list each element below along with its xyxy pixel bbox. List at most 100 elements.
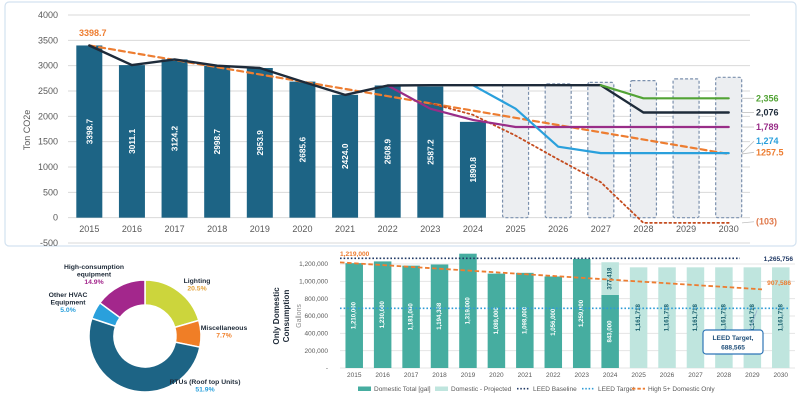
leader-line [741, 151, 755, 155]
x-tick-label: 2015 [79, 224, 99, 234]
y-tick-label: 4000 [38, 10, 58, 20]
y-tick-label: 800,000 [305, 296, 329, 303]
y-tick-label: 1500 [38, 137, 58, 147]
domestic-bar-2019 [459, 253, 477, 368]
emissions-bar-2022 [374, 85, 401, 218]
domestic-bar-2016 [373, 261, 392, 368]
x-tick-label: 2023 [574, 372, 589, 379]
domestic-bar-2024 [601, 294, 619, 368]
y-tick-label: 3500 [38, 35, 58, 45]
y-tick-label: 1,200,000 [299, 261, 328, 268]
x-tick-label: 2026 [548, 224, 568, 234]
x-tick-label: 2024 [603, 372, 618, 379]
emissions-forecast-chart[interactable]: 4000 3500 3000 2500 2000 1500 1000 500 0 -500 Ton … [0, 0, 800, 248]
emissions-line-scenario-purple [386, 84, 730, 129]
domestic-bar-label-2020: 1,089,000 [493, 307, 500, 335]
y-tick-label: 3000 [38, 61, 58, 71]
x-tick-label: 2018 [432, 372, 447, 379]
domestic-bar-label-2019: 1,319,000 [464, 297, 471, 325]
donut-value-other-hvac-equipment: 5.0% [60, 307, 76, 314]
x-tick-label: 2025 [631, 372, 646, 379]
x-tick-label: 2016 [375, 372, 390, 379]
emissions-panel-border [4, 1, 797, 247]
emissions-projected-bar-2027 [587, 81, 615, 219]
emissions-line-scenario-green [599, 84, 730, 100]
x-tick-label: 2027 [688, 372, 703, 379]
donut-label-other-hvac-equipment: Other HVAC [49, 292, 88, 299]
emissions-line-actual-and-projection [88, 44, 730, 114]
x-tick-label: 2020 [292, 224, 312, 234]
domestic-bar-2015 [345, 263, 363, 368]
emissions-bar-label-2015: 3398.7 [84, 118, 94, 144]
high5-end-label: 907,586 [767, 280, 791, 287]
x-tick-label: 2026 [660, 372, 675, 379]
x-tick-label: 2015 [347, 372, 362, 379]
emissions-bar-label-2016: 3011.1 [127, 129, 137, 154]
domestic-bar-2023 [572, 258, 591, 368]
x-tick-label: 2019 [250, 224, 270, 234]
x-tick-label: 2025 [506, 224, 526, 234]
domestic-bar-2017 [402, 265, 420, 368]
x-tick-label: 2029 [745, 372, 760, 379]
consumption-breakdown-donut[interactable]: Lighting 20.5% Miscellaneous 7.7% RTUs (Roof… [0, 250, 290, 400]
emissions-bar-2015 [76, 45, 103, 218]
domestic-bar-2020 [487, 273, 506, 368]
end-label-actual-and-projection: 2,076 [756, 107, 779, 117]
emissions-bar-label-2018: 2998.7 [212, 129, 222, 155]
emissions-bar-label-2020: 2685.6 [297, 137, 307, 163]
domestic-consumption-svg: 1,200,000 1,000,000 800,000 600,000 400,000 2… [272, 251, 795, 393]
domestic-projected-label-2024: 377,418 [607, 267, 614, 290]
y-tick-label: 500 [43, 187, 58, 197]
emissions-line-scenario-red-dotted [429, 102, 730, 224]
emissions-bar-label-2021: 2424.0 [340, 143, 350, 169]
domestic-projected-bar-2025 [629, 267, 648, 368]
x-tick-label: 2019 [461, 372, 476, 379]
end-label-trend-orange-dashed: 1257.5 [756, 147, 784, 157]
y-axis-title: Ton CO2e [22, 110, 32, 151]
end-label-scenario-red-dotted: (103) [756, 217, 777, 227]
domestic-bar-label-2017: 1,181,000 [408, 303, 415, 331]
donut-value-rtus-roof-top-units: 51.9% [195, 387, 214, 394]
leader-line [741, 140, 755, 154]
emissions-bar-2018 [204, 65, 231, 218]
emissions-bar-label-2024: 1890.8 [468, 157, 478, 183]
x-tick-label: 2022 [378, 224, 398, 234]
end-label-scenario-blue: 1,274 [756, 136, 779, 146]
y-tick-label: -500 [40, 238, 58, 248]
emissions-projected-bar-2028 [629, 80, 658, 219]
end-label-scenario-purple: 1,789 [756, 122, 779, 132]
domestic-projected-label-2026: 1,161,718 [664, 304, 671, 332]
x-tick-label: 2024 [463, 224, 483, 234]
emissions-bar-2016 [118, 65, 145, 218]
emissions-bar-2020 [289, 81, 316, 218]
leader-line [741, 221, 755, 224]
domestic-projected-label-2030: 1,161,718 [777, 304, 784, 332]
domestic-bar-label-2023: 1,259,000 [578, 299, 585, 327]
domestic-bar-label-2024: 843,000 [607, 320, 614, 343]
chart-title: Consumption [282, 290, 291, 343]
emissions-start-annotation: 3398.7 [79, 28, 107, 38]
domestic-bar-2022 [544, 276, 563, 368]
x-tick-label: 2028 [717, 372, 732, 379]
domestic-consumption-chart[interactable]: 1,200,000 1,000,000 800,000 600,000 400,000 2… [270, 250, 800, 400]
y-tick-label: 0 [53, 213, 58, 223]
emissions-bar-label-2023: 2587.2 [425, 139, 435, 165]
x-tick-label: 2028 [633, 224, 653, 234]
x-tick-label: 2029 [676, 224, 696, 234]
domestic-projected-label-2025: 1,161,718 [635, 304, 642, 332]
donut-label-other-hvac-equipment: Equipment [50, 300, 86, 307]
domestic-bar-label-2018: 1,194,368 [436, 302, 443, 330]
domestic-projected-label-2027: 1,161,718 [692, 304, 699, 332]
x-tick-label: 2017 [165, 224, 185, 234]
legend-label-domestic-projected: Domestic - Projected [451, 386, 512, 393]
domestic-bar-2018 [430, 264, 449, 368]
donut-value-high-consumption-equipment: 14.9% [84, 279, 103, 286]
donut-segment-rtus-roof-top-units [88, 317, 201, 393]
donut-segment-high-consumption-equipment [98, 279, 146, 319]
leed-baseline-label: 1,265,756 [764, 256, 794, 263]
x-tick-label: 2021 [518, 372, 533, 379]
emissions-bar-label-2019: 2953.9 [255, 130, 265, 156]
x-tick-label: 2030 [774, 372, 789, 379]
